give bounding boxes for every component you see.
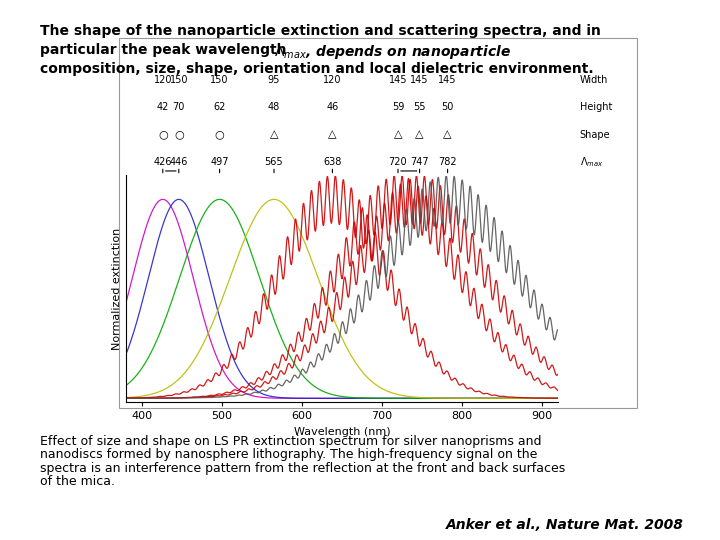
Text: spectra is an interference pattern from the reflection at the front and back sur: spectra is an interference pattern from … (40, 462, 565, 475)
Text: △: △ (444, 130, 452, 140)
Text: 55: 55 (413, 103, 426, 112)
Text: 70: 70 (173, 103, 185, 112)
Text: 145: 145 (438, 75, 457, 85)
Text: of the mica.: of the mica. (40, 475, 114, 488)
Text: $\Lambda_{max}$, depends on nanoparticle: $\Lambda_{max}$, depends on nanoparticle (274, 43, 510, 61)
Text: 782: 782 (438, 157, 457, 167)
Text: ○: ○ (215, 130, 225, 140)
Text: 145: 145 (410, 75, 429, 85)
X-axis label: Wavelength (nm): Wavelength (nm) (294, 427, 390, 437)
Text: Anker et al., Nature Mat. 2008: Anker et al., Nature Mat. 2008 (446, 518, 684, 532)
Text: 95: 95 (268, 75, 280, 85)
Text: 120: 120 (153, 75, 172, 85)
Text: Width: Width (580, 75, 608, 85)
Text: 747: 747 (410, 157, 429, 167)
Text: nanodiscs formed by nanosphere lithography. The high-frequency signal on the: nanodiscs formed by nanosphere lithograp… (40, 448, 537, 461)
Text: particular the peak wavelength: particular the peak wavelength (40, 43, 291, 57)
Text: composition, size, shape, orientation and local dielectric environment.: composition, size, shape, orientation an… (40, 62, 593, 76)
Text: 150: 150 (210, 75, 229, 85)
Text: △: △ (270, 130, 278, 140)
Text: △: △ (394, 130, 402, 140)
Text: 50: 50 (441, 103, 454, 112)
Text: 42: 42 (157, 103, 169, 112)
Text: 59: 59 (392, 103, 404, 112)
Text: 62: 62 (213, 103, 226, 112)
Text: 150: 150 (169, 75, 188, 85)
Text: $\Lambda_{max}$: $\Lambda_{max}$ (580, 155, 603, 169)
Text: 720: 720 (389, 157, 408, 167)
Text: 426: 426 (153, 157, 172, 167)
Text: The shape of the nanoparticle extinction and scattering spectra, and in: The shape of the nanoparticle extinction… (40, 24, 600, 38)
Text: ○: ○ (174, 130, 184, 140)
Y-axis label: Normalized extinction: Normalized extinction (112, 228, 122, 350)
Text: 48: 48 (268, 103, 280, 112)
Text: 46: 46 (326, 103, 338, 112)
Text: △: △ (328, 130, 337, 140)
Text: Height: Height (580, 103, 612, 112)
Text: 145: 145 (389, 75, 408, 85)
Text: Effect of size and shape on LS PR extinction spectrum for silver nanoprisms and: Effect of size and shape on LS PR extinc… (40, 435, 541, 448)
Text: ○: ○ (158, 130, 168, 140)
Text: △: △ (415, 130, 424, 140)
Text: 497: 497 (210, 157, 229, 167)
Text: 120: 120 (323, 75, 342, 85)
Text: 446: 446 (170, 157, 188, 167)
Text: 638: 638 (323, 157, 341, 167)
Text: 565: 565 (265, 157, 283, 167)
Text: Shape: Shape (580, 130, 611, 140)
